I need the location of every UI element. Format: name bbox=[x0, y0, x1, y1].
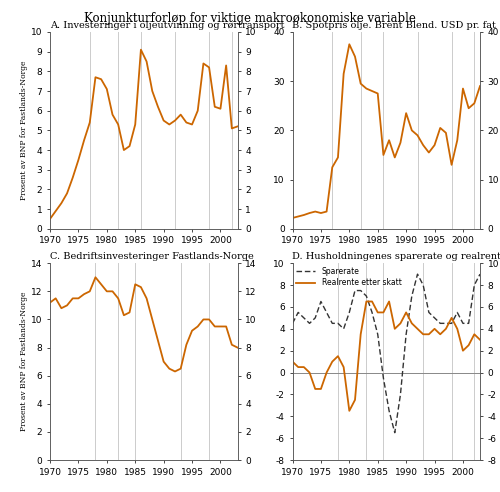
Text: C. Bedriftsinvesteringer Fastlands-Norge: C. Bedriftsinvesteringer Fastlands-Norge bbox=[50, 252, 254, 261]
Legend: Sparerate, Realrente etter skatt: Sparerate, Realrente etter skatt bbox=[296, 267, 402, 287]
Text: B. Spotpris olje. Brent Blend. USD pr. fat: B. Spotpris olje. Brent Blend. USD pr. f… bbox=[292, 21, 496, 30]
Text: Konjunkturforløp for viktige makroøkonomiske variable: Konjunkturforløp for viktige makroøkonom… bbox=[84, 12, 416, 25]
Y-axis label: Prosent av BNP for Fastlands-Norge: Prosent av BNP for Fastlands-Norge bbox=[20, 292, 28, 431]
Y-axis label: Prosent av BNP for Fastlands-Norge: Prosent av BNP for Fastlands-Norge bbox=[20, 61, 28, 200]
Text: A. Investeringer i oljeutvinning og rørtransport: A. Investeringer i oljeutvinning og rørt… bbox=[50, 21, 284, 30]
Text: D. Husholdningenes sparerate og realrente: D. Husholdningenes sparerate og realrent… bbox=[292, 252, 500, 261]
